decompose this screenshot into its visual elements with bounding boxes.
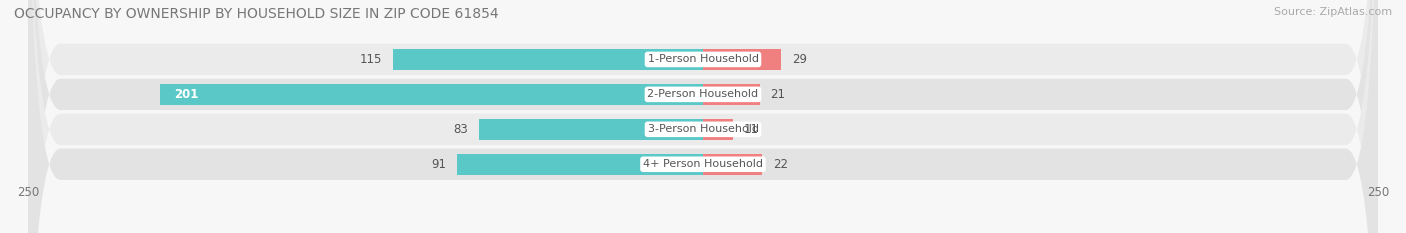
Legend: Owner-occupied, Renter-occupied: Owner-occupied, Renter-occupied [572, 230, 834, 233]
Text: 29: 29 [792, 53, 807, 66]
Bar [392, 49, 703, 70]
FancyBboxPatch shape [28, 0, 1378, 233]
Text: 21: 21 [770, 88, 786, 101]
Text: 2-Person Household: 2-Person Household [647, 89, 759, 99]
Bar [703, 154, 762, 175]
FancyBboxPatch shape [28, 0, 1378, 233]
Text: 91: 91 [432, 158, 447, 171]
Text: 4+ Person Household: 4+ Person Household [643, 159, 763, 169]
Text: 11: 11 [744, 123, 758, 136]
Bar [703, 84, 759, 105]
Text: 3-Person Household: 3-Person Household [648, 124, 758, 134]
Bar [703, 119, 733, 140]
Bar [703, 49, 782, 70]
FancyBboxPatch shape [28, 0, 1378, 233]
Text: 115: 115 [360, 53, 382, 66]
Text: 83: 83 [453, 123, 468, 136]
Text: 201: 201 [174, 88, 198, 101]
Text: OCCUPANCY BY OWNERSHIP BY HOUSEHOLD SIZE IN ZIP CODE 61854: OCCUPANCY BY OWNERSHIP BY HOUSEHOLD SIZE… [14, 7, 499, 21]
Bar [457, 154, 703, 175]
Text: Source: ZipAtlas.com: Source: ZipAtlas.com [1274, 7, 1392, 17]
Text: 1-Person Household: 1-Person Household [648, 55, 758, 64]
Bar [479, 119, 703, 140]
FancyBboxPatch shape [28, 0, 1378, 233]
Text: 22: 22 [773, 158, 789, 171]
Bar [160, 84, 703, 105]
